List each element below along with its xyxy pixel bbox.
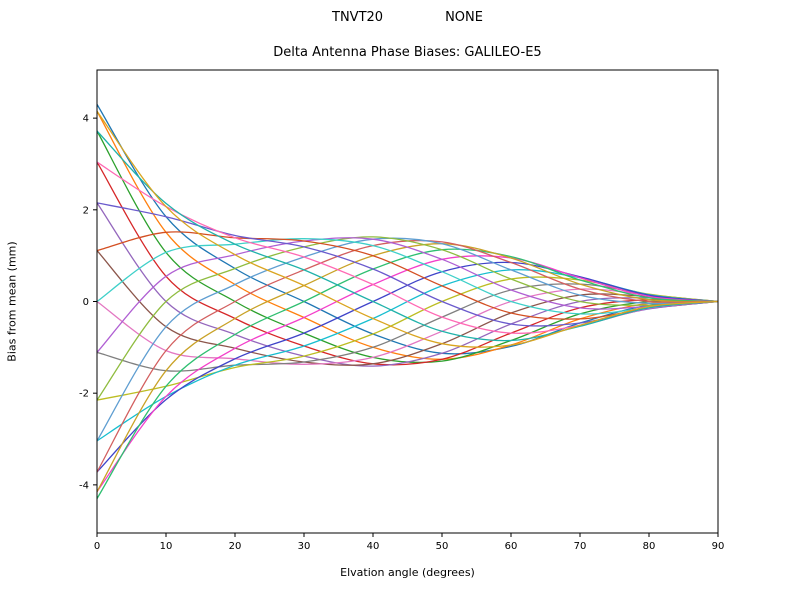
x-tick-label: 10 xyxy=(160,541,173,552)
x-tick-label: 40 xyxy=(367,541,380,552)
x-tick-label: 60 xyxy=(505,541,518,552)
series-line-L13 xyxy=(96,248,719,499)
series-line-L05 xyxy=(96,202,719,367)
series-line-L17 xyxy=(96,236,719,401)
x-tick-label: 30 xyxy=(298,541,311,552)
y-axis-label: Bias from mean (mm) xyxy=(5,241,19,362)
series-line-L19 xyxy=(96,238,719,315)
suptitle-right: NONE xyxy=(445,10,483,25)
x-tick-label: 50 xyxy=(436,541,449,552)
series-line-L04 xyxy=(96,161,719,366)
y-tick-label: -2 xyxy=(79,389,89,400)
y-tick-label: 4 xyxy=(83,114,89,125)
series-line-L24 xyxy=(96,110,719,348)
series-line-L02 xyxy=(96,110,719,360)
series-line-L14 xyxy=(96,243,719,493)
y-tick-label: -4 xyxy=(79,480,89,491)
series-line-L18 xyxy=(96,237,719,353)
x-tick-label: 70 xyxy=(574,541,587,552)
y-tick-label: 2 xyxy=(83,205,89,216)
series-line-L06 xyxy=(96,250,719,366)
x-tick-label: 20 xyxy=(229,541,242,552)
series-line-L11 xyxy=(96,261,719,473)
x-tick-label: 0 xyxy=(94,541,100,552)
figure-suptitle: TNVT20 NONE xyxy=(97,10,718,25)
series-line-L16 xyxy=(96,237,719,442)
series-line-L12 xyxy=(96,255,719,493)
x-tick-label: 80 xyxy=(643,541,656,552)
series-line-L23 xyxy=(96,130,719,342)
series-line-L01 xyxy=(96,104,719,355)
series-line-L07 xyxy=(96,288,719,365)
x-tick-label: 90 xyxy=(712,541,725,552)
chart-title: Delta Antenna Phase Biases: GALILEO-E5 xyxy=(273,45,542,60)
y-tick-label: 0 xyxy=(83,297,89,308)
x-axis-label: Elvation angle (degrees) xyxy=(340,566,475,579)
suptitle-left: TNVT20 xyxy=(332,10,384,25)
